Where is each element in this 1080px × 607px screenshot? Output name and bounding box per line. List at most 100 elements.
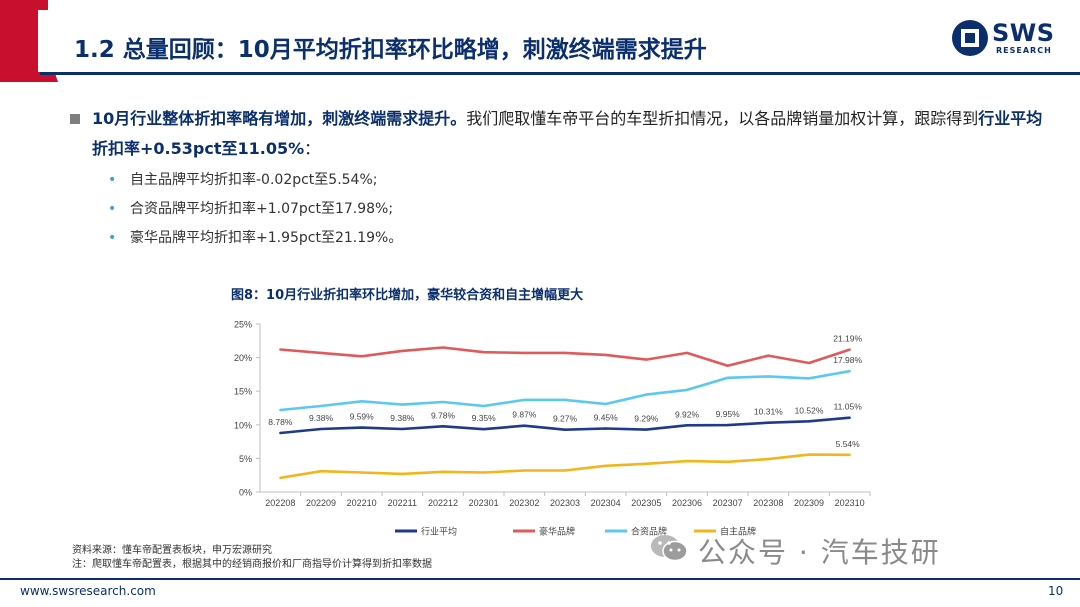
data-point [279,476,282,480]
data-point [767,375,770,378]
data-point [645,462,648,465]
data-point [523,424,526,427]
page-title: 1.2 总量回顾：10月平均折扣率环比略增，刺激终端需求提升 [74,37,707,63]
main-bullet-bold-1: 10月行业整体折扣率略有增加，刺激终端需求提升。 [92,109,467,128]
y-tick-label: 20% [234,353,252,363]
data-label: 9.35% [472,413,497,423]
data-point [685,424,689,427]
sub-bullet-list: • 自主品牌平均折扣率-0.02pct至5.54%; • 合资品牌平均折扣率+1.0… [70,166,1050,253]
legend-label: 豪华品牌 [539,526,575,538]
data-label: 9.38% [390,413,415,423]
data-point [767,421,770,424]
y-tick-label: 25% [234,320,252,330]
data-point [807,361,811,365]
data-point [726,376,729,379]
data-point [645,358,648,361]
square-bullet-icon [70,114,80,124]
data-label: 9.78% [431,410,456,420]
x-tick-label: 202305 [631,498,661,508]
data-point [604,464,607,467]
y-tick-label: 0% [239,488,252,498]
data-point [685,388,689,392]
data-point [279,408,282,412]
data-point [360,426,363,429]
sws-logo: SWS RESEARCH [952,19,1062,60]
legend-label: 行业平均 [421,526,457,538]
logo-text: SWS [992,19,1055,47]
data-point [319,404,323,408]
x-tick-label: 202210 [347,498,377,508]
data-label: 9.95% [716,409,741,419]
data-label: 9.27% [553,414,578,424]
sub-bullet-item: • 自主品牌平均折扣率-0.02pct至5.54%; [108,166,1050,195]
data-point [482,351,485,354]
data-point [726,364,729,367]
data-label: 8.78% [268,417,293,427]
logo-subtext: RESEARCH [996,46,1052,55]
data-point [563,398,567,402]
x-tick-label: 202306 [672,498,702,508]
data-label: 9.87% [512,410,537,420]
data-point [360,400,363,403]
data-point [401,427,404,431]
data-point [482,471,485,474]
data-label: 9.92% [675,409,700,419]
dot-bullet-icon: • [108,201,117,217]
main-bullet-bold-2: 行业平均折扣率+0.53pct至11.05% [92,109,1043,158]
data-point [807,377,811,380]
data-point [319,469,323,473]
data-point [645,428,648,431]
x-tick-label: 202307 [713,498,743,508]
wechat-icon [651,535,688,562]
data-label: 5.54% [836,439,861,449]
series-line-1 [280,346,851,368]
data-label: 21.19% [833,334,862,344]
watermark-text: 公众号 · 汽车技研 [698,536,941,569]
data-point [563,469,567,472]
sub-bullet-text: 合资品牌平均折扣率+1.07pct至17.98%; [130,201,394,217]
data-point [604,402,607,406]
data-label: 11.05% [834,402,863,412]
data-point [767,354,770,357]
footer-url: www.swsresearch.com [20,584,156,598]
data-point [604,353,607,357]
footer-divider [0,578,1080,580]
data-point [279,431,282,435]
data-point [441,470,445,474]
x-tick-label: 202212 [428,498,458,508]
data-point [645,393,648,396]
data-label: 9.59% [350,412,375,422]
x-tick-label: 202309 [794,498,824,508]
source-note: 资料来源：懂车帝配置表板块，申万宏源研究 注：爬取懂车帝配置表，根据其中的经销商… [72,544,432,572]
sub-bullet-text: 豪华品牌平均折扣率+1.95pct至21.19%。 [130,230,403,246]
x-tick-label: 202308 [753,498,783,508]
data-point [563,428,567,431]
data-point [523,469,526,472]
sws-logo-icon [952,20,988,56]
data-label: 9.29% [634,414,659,424]
data-point [685,351,689,355]
data-point [848,416,851,419]
legend-label: 合资品牌 [631,526,667,538]
data-label: 9.45% [594,412,619,422]
discount-rate-line-chart: 0% 5% 10% 15% 20% 25% 202208 202209 202210 202211… [234,320,871,538]
main-bullet-text-1: 我们爬取懂车帝平台的车型折扣情况，以各品牌销量加权计算，跟踪得到 [466,109,979,128]
x-tick-label: 202208 [265,498,295,508]
data-point [807,453,811,456]
dot-bullet-icon: • [108,230,117,246]
data-point [279,348,282,351]
sub-bullet-item: • 豪华品牌平均折扣率+1.95pct至21.19%。 [108,224,1050,253]
data-point [401,403,404,406]
bullet-section: 10月行业整体折扣率略有增加，刺激终端需求提升。我们爬取懂车帝平台的车型折扣情况… [70,104,1050,253]
data-label: 17.98% [833,355,862,365]
y-tick-label: 15% [234,387,252,397]
x-tick-label: 202209 [306,498,336,508]
data-point [319,351,323,355]
data-point [563,351,567,355]
header-divider [40,72,1080,75]
data-point [441,346,445,349]
source-line-2: 注：爬取懂车帝配置表，根据其中的经销商报价和厂商指导价计算得到折扣率数据 [72,559,432,570]
data-point [848,348,851,351]
y-tick-label: 5% [239,454,252,464]
